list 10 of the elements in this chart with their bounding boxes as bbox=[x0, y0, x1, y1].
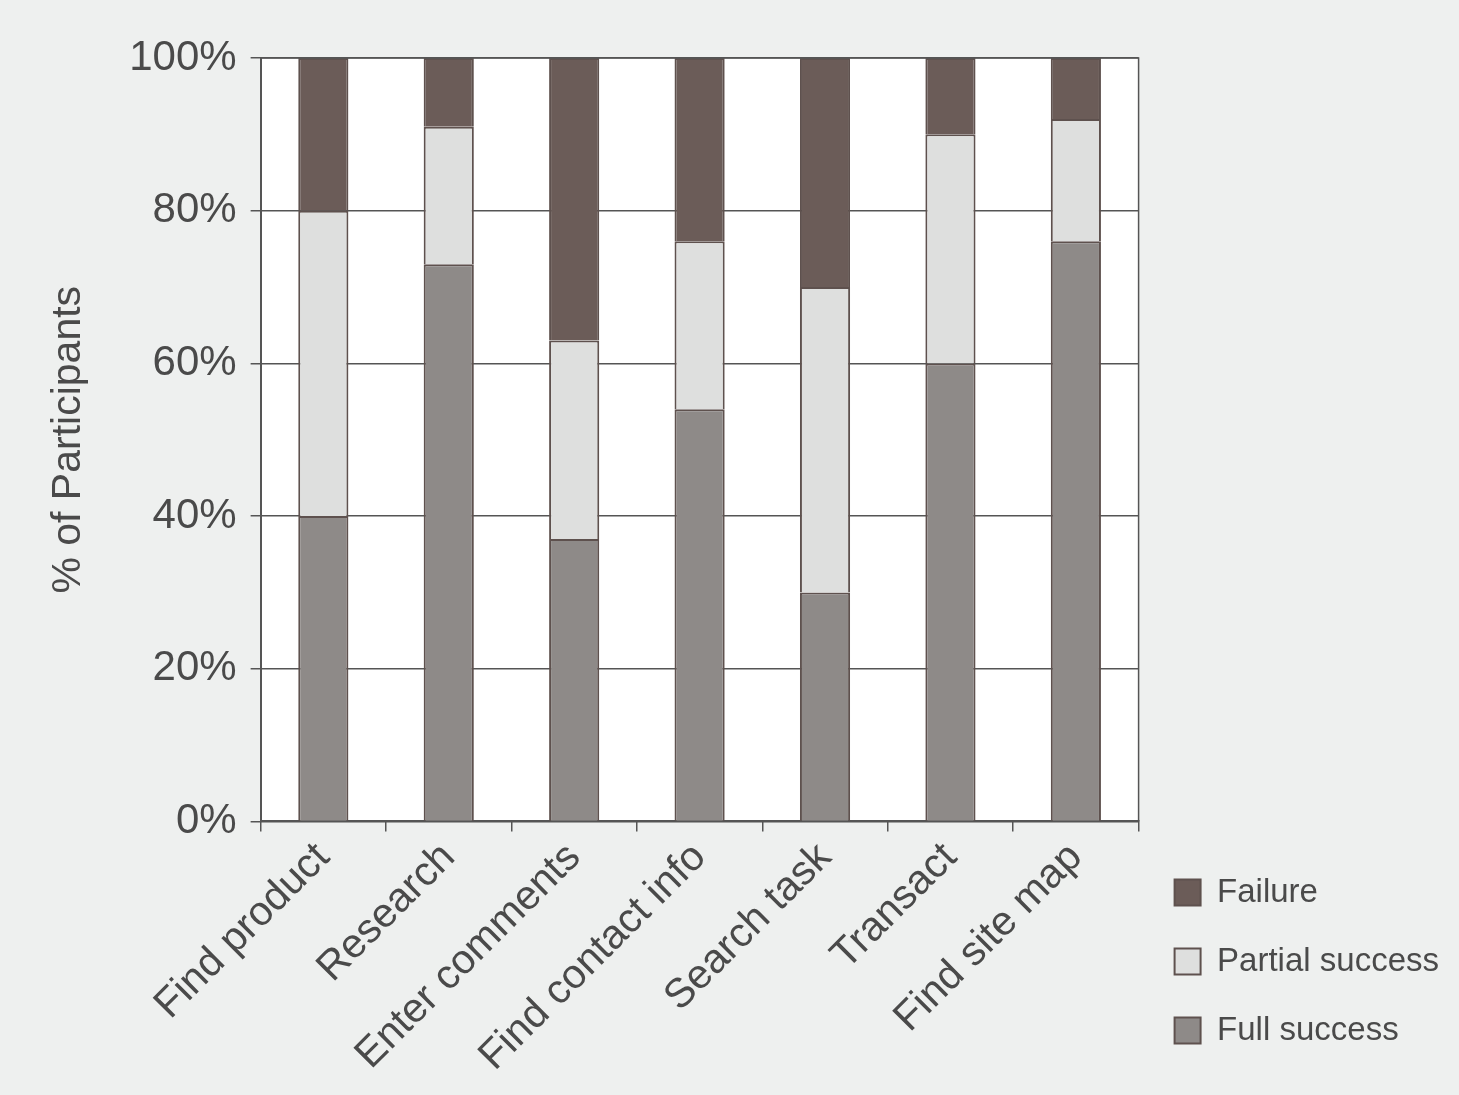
y-tick-label: 20% bbox=[152, 642, 237, 690]
y-tick-label: 40% bbox=[152, 489, 237, 537]
y-tick-label: 60% bbox=[152, 336, 237, 384]
legend-label: Partial success bbox=[1217, 940, 1440, 978]
y-tick-label: 0% bbox=[175, 795, 237, 843]
legend-label: Failure bbox=[1217, 871, 1318, 909]
y-axis-title: % of Participants bbox=[42, 285, 89, 594]
y-tick-label: 80% bbox=[152, 184, 237, 232]
legend-label: Full success bbox=[1217, 1009, 1399, 1047]
y-tick-label: 100% bbox=[129, 31, 237, 79]
